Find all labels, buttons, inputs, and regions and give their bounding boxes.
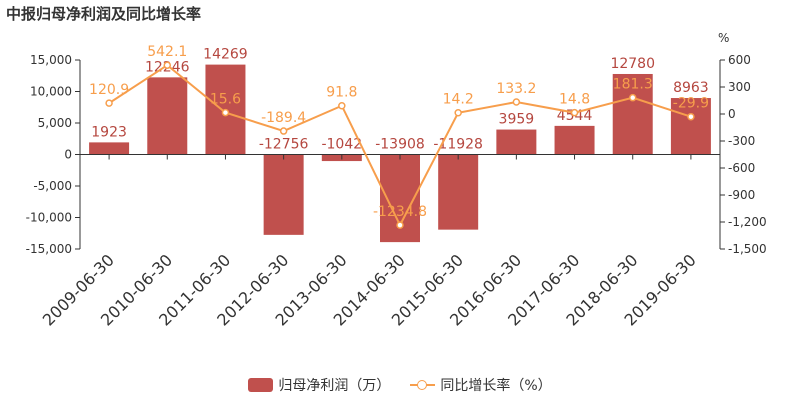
bar-data-label: 12780: [610, 56, 655, 72]
growth-rate-point: [628, 93, 637, 102]
legend: 归母净利润（万） 同比增长率（%）: [0, 375, 800, 395]
bar-2012-06-30: [263, 154, 304, 235]
growth-rate-data-label: 542.1: [147, 44, 187, 60]
bar-data-label: -11928: [433, 137, 483, 153]
bar-data-label: 3959: [499, 112, 535, 128]
growth-rate-point: [570, 108, 579, 117]
left-axis-tick-label: 15,000: [30, 53, 72, 67]
bar-data-label: 14269: [203, 47, 248, 63]
combo-chart: 15,000 10,000 5,000 0 -5,000 -10,000 -15,000 60…: [26, 31, 767, 330]
right-axis-tick-label: -300: [728, 134, 755, 148]
bar-data-label: 1923: [91, 124, 127, 140]
growth-rate-point: [163, 61, 172, 69]
bar-2019-06-30: [670, 98, 711, 155]
left-axis-tick-label: 5,000: [38, 116, 72, 130]
legend-item-growth[interactable]: 同比增长率（%）: [410, 375, 552, 395]
right-axis-tick-label: 0: [728, 107, 736, 121]
bar-2016-06-30: [496, 129, 537, 155]
growth-rate-data-label: 120.9: [89, 82, 129, 98]
growth-rate-point: [338, 101, 346, 110]
growth-rate-data-label: -189.4: [261, 110, 306, 126]
growth-rate-point: [454, 108, 462, 117]
left-axis-tick-label: -10,000: [26, 211, 72, 225]
left-axis-tick-label: -5,000: [33, 179, 72, 193]
bar-data-label: -12756: [259, 137, 309, 153]
bar-2015-06-30: [438, 154, 479, 230]
legend-item-profit[interactable]: 归母净利润（万）: [248, 375, 390, 395]
bar-2009-06-30: [89, 142, 130, 155]
right-axis-unit: %: [718, 31, 729, 45]
right-axis-tick-label: -1,200: [728, 215, 767, 229]
right-axis-tick-label: -1,500: [728, 242, 767, 256]
left-axis-tick-label: 0: [64, 148, 72, 162]
growth-rate-data-label: 91.8: [326, 85, 357, 101]
bar-data-label: -1042: [321, 137, 362, 153]
growth-rate-data-label: -1234.8: [373, 204, 427, 220]
growth-rate-data-label: -29.9: [673, 96, 709, 112]
legend-label-growth: 同比增长率（%）: [440, 378, 552, 394]
growth-rate-point: [396, 221, 404, 229]
growth-rate-point: [687, 112, 695, 121]
growth-rate-point: [279, 127, 288, 135]
growth-rate-point: [512, 98, 521, 106]
bar-data-label: -13908: [375, 137, 425, 153]
chart-title: 中报归母净利润及同比增长率: [6, 5, 202, 23]
legend-bar-swatch: [248, 378, 274, 392]
bar-2018-06-30: [612, 73, 653, 155]
growth-rate-point: [221, 108, 230, 117]
growth-rate-data-label: 14.8: [559, 92, 590, 108]
growth-rate-data-label: 181.3: [613, 77, 653, 93]
right-axis-tick-label: -900: [728, 188, 755, 202]
growth-rate-data-label: 14.2: [443, 92, 474, 108]
right-axis-tick-label: 300: [728, 80, 751, 94]
legend-label-profit: 归母净利润（万）: [278, 378, 391, 394]
bar-data-label: 8963: [673, 80, 709, 96]
bar-2010-06-30: [147, 77, 188, 155]
growth-rate-data-label: 15.6: [210, 92, 241, 108]
bar-2017-06-30: [554, 125, 595, 155]
left-axis-tick-label: 10,000: [30, 85, 72, 99]
left-axis-tick-label: -15,000: [26, 242, 72, 256]
growth-rate-data-label: 133.2: [496, 81, 536, 97]
growth-rate-point: [105, 99, 113, 107]
right-axis-tick-label: -600: [728, 161, 755, 175]
right-axis-tick-label: 600: [728, 53, 751, 67]
legend-line-swatch: [410, 378, 436, 392]
